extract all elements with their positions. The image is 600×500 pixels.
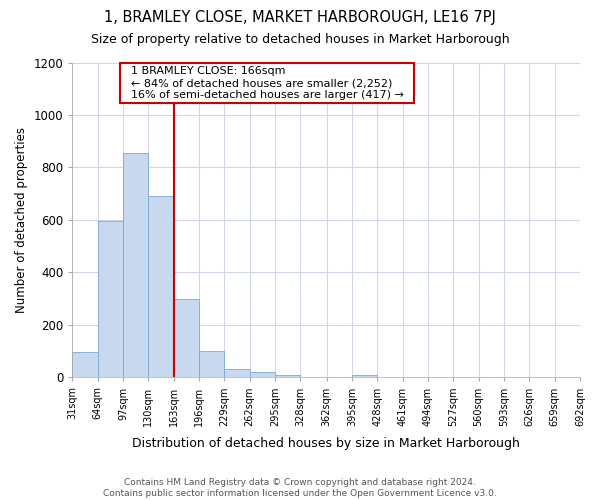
Text: 1 BRAMLEY CLOSE: 166sqm  
  ← 84% of detached houses are smaller (2,252)  
  16%: 1 BRAMLEY CLOSE: 166sqm ← 84% of detache… (124, 66, 410, 100)
Bar (174, 298, 199, 378)
Text: Contains HM Land Registry data © Crown copyright and database right 2024.
Contai: Contains HM Land Registry data © Crown c… (103, 478, 497, 498)
Bar (73, 352, 98, 378)
Text: Size of property relative to detached houses in Market Harborough: Size of property relative to detached ho… (91, 32, 509, 46)
Bar (123, 153, 148, 378)
Bar (199, 351, 224, 378)
Y-axis label: Number of detached properties: Number of detached properties (15, 127, 28, 313)
Bar (148, 196, 174, 378)
Bar (224, 370, 250, 378)
Bar (98, 221, 123, 378)
Bar (275, 374, 301, 378)
Bar (352, 374, 377, 378)
Text: 1, BRAMLEY CLOSE, MARKET HARBOROUGH, LE16 7PJ: 1, BRAMLEY CLOSE, MARKET HARBOROUGH, LE1… (104, 10, 496, 25)
Bar (250, 372, 275, 378)
X-axis label: Distribution of detached houses by size in Market Harborough: Distribution of detached houses by size … (132, 437, 520, 450)
